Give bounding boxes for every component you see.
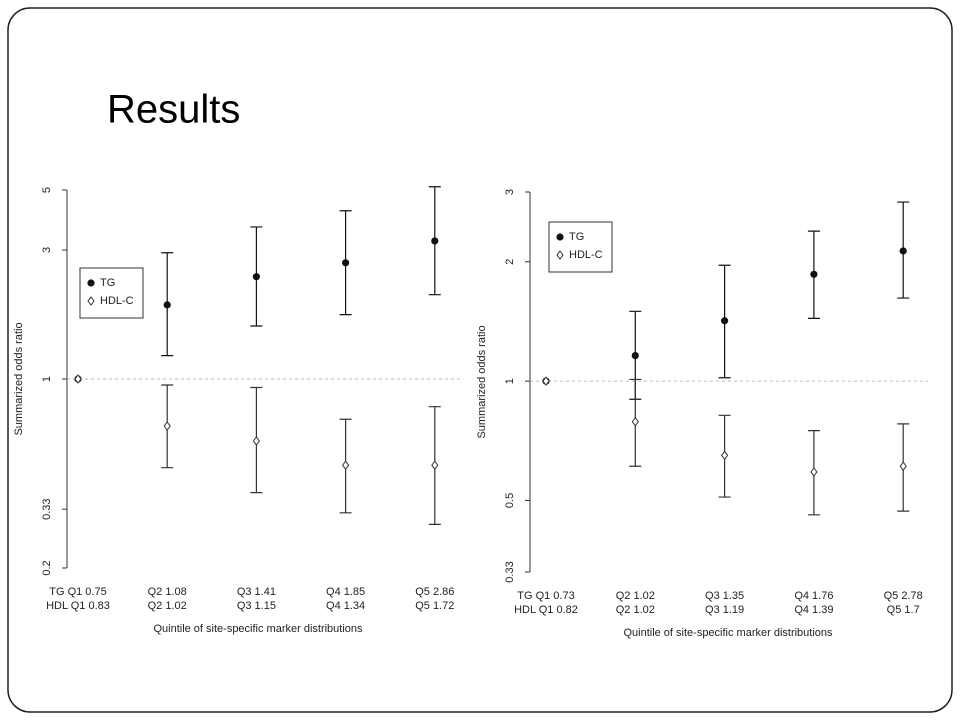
- point: [163, 301, 171, 309]
- x-tick-label: Q4 1.85: [326, 586, 365, 598]
- y-tick-label: 0.5: [504, 493, 516, 508]
- x-tick-label: TG Q1 0.75: [49, 586, 106, 598]
- x-tick-label: Q4 1.39: [794, 604, 833, 616]
- y-tick-label: 2: [504, 259, 516, 265]
- x-tick-label: Q5 2.78: [884, 590, 923, 602]
- x-tick-label: Q4 1.34: [326, 600, 365, 612]
- point: [721, 317, 729, 325]
- x-tick-label: Q5 1.72: [415, 600, 454, 612]
- point: [810, 467, 818, 477]
- x-tick-label: Q2 1.02: [148, 600, 187, 612]
- legend-box: [79, 267, 144, 319]
- y-axis-label: Summarized odds ratio: [13, 322, 25, 435]
- point: [631, 416, 639, 427]
- legend-label: TG: [569, 231, 584, 243]
- point: [431, 460, 439, 471]
- x-tick-label: Q4 1.76: [794, 590, 833, 602]
- point: [87, 279, 95, 287]
- point: [431, 237, 439, 245]
- slide-frame: [7, 7, 953, 713]
- y-tick-label: 1: [41, 376, 53, 382]
- point: [810, 270, 818, 278]
- x-tick-label: HDL Q1 0.82: [514, 604, 578, 616]
- point: [899, 461, 907, 472]
- legend-label: HDL-C: [569, 249, 603, 261]
- point: [556, 250, 564, 260]
- point: [74, 374, 82, 384]
- point: [720, 450, 729, 461]
- x-tick-label: Q3 1.19: [705, 604, 744, 616]
- x-axis-label: Quintile of site-specific marker distrib…: [153, 623, 363, 635]
- x-tick-label: Q3 1.15: [237, 600, 276, 612]
- legend-label: TG: [100, 277, 115, 289]
- legend-box: [548, 221, 613, 273]
- point: [341, 460, 350, 471]
- y-tick-label: 1: [504, 378, 516, 384]
- x-tick-label: TG Q1 0.73: [517, 590, 574, 602]
- x-tick-label: Q5 1.7: [887, 604, 920, 616]
- point: [342, 259, 350, 267]
- y-tick-label: 3: [504, 189, 516, 195]
- point: [542, 376, 550, 386]
- x-tick-label: Q2 1.02: [616, 604, 655, 616]
- point: [87, 296, 95, 306]
- x-tick-label: Q3 1.35: [705, 590, 744, 602]
- x-tick-label: Q2 1.02: [616, 590, 655, 602]
- point: [163, 421, 171, 431]
- x-axis-label: Quintile of site-specific marker distrib…: [623, 627, 833, 639]
- x-tick-label: Q3 1.41: [237, 586, 276, 598]
- y-axis-label: Summarized odds ratio: [476, 325, 488, 438]
- x-tick-label: Q2 1.08: [148, 586, 187, 598]
- y-tick-label: 3: [41, 247, 53, 253]
- point: [252, 273, 260, 281]
- legend-label: HDL-C: [100, 295, 134, 307]
- point: [556, 233, 564, 241]
- point: [631, 351, 639, 360]
- x-tick-label: Q5 2.86: [415, 586, 454, 598]
- y-tick-label: 0.33: [504, 561, 516, 582]
- y-tick-label: 0.33: [41, 498, 53, 519]
- y-tick-label: 0.2: [41, 560, 53, 575]
- x-tick-label: HDL Q1 0.83: [46, 600, 110, 612]
- y-tick-label: 5: [41, 187, 53, 193]
- point: [899, 247, 907, 255]
- slide-title: Results: [107, 88, 240, 132]
- point: [252, 436, 261, 446]
